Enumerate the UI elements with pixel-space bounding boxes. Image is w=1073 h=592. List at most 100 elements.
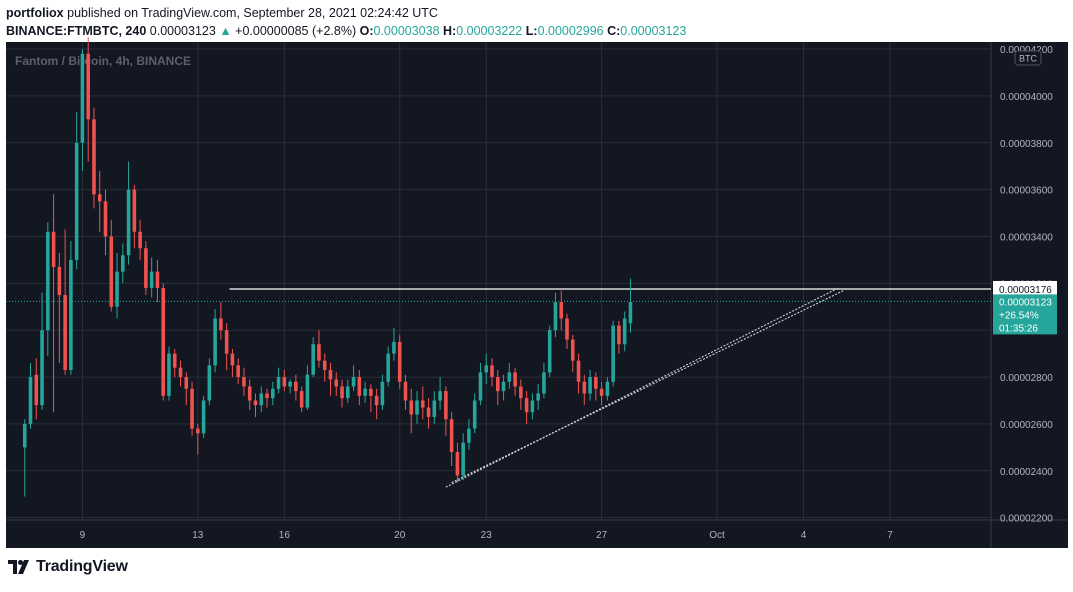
candle-body (190, 388, 194, 429)
candle (484, 353, 489, 385)
candle-body (155, 271, 160, 289)
candle (219, 302, 223, 340)
candle (599, 381, 604, 406)
candle-body (172, 353, 177, 368)
candle (594, 372, 598, 401)
candle (426, 398, 431, 429)
up-arrow-icon: ▲ (219, 24, 232, 38)
candle (628, 278, 633, 333)
candle-body (369, 388, 373, 396)
candle (472, 393, 477, 434)
candle (184, 372, 189, 406)
last-price-label: 0.00003123 (999, 297, 1052, 308)
candle (622, 311, 627, 352)
candle-body (559, 302, 564, 319)
candle-body (92, 119, 96, 195)
candle (317, 330, 321, 368)
candle (161, 283, 165, 401)
candle-body (605, 381, 610, 396)
candle (501, 374, 506, 401)
publisher-name[interactable]: portfoliox (6, 6, 64, 20)
candle-body (247, 386, 252, 401)
candle-body (322, 360, 327, 371)
candle (495, 370, 500, 406)
candle-body (501, 381, 506, 392)
candle (311, 337, 315, 378)
chart-title: Fantom / Bitcoin, 4h, BINANCE (15, 54, 191, 68)
candle-body (553, 302, 558, 331)
candle (201, 395, 206, 438)
candle (236, 358, 240, 385)
candle-body (472, 400, 477, 429)
candle (449, 412, 454, 467)
candle-body (167, 353, 171, 396)
close-label: C: (607, 24, 621, 38)
candle (357, 370, 362, 406)
candle-body (617, 325, 621, 345)
candle (565, 313, 569, 349)
candle-body (265, 393, 269, 399)
candle-body (461, 442, 465, 476)
candle-body (542, 372, 546, 394)
candle-body (380, 381, 385, 406)
candle (340, 379, 344, 408)
high-value: 0.00003222 (456, 24, 523, 38)
y-tick-label: 0.00002400 (1000, 467, 1053, 478)
tradingview-logo-icon (8, 560, 29, 574)
candle (155, 259, 160, 303)
candle-body (570, 339, 575, 361)
candle-body (576, 360, 581, 382)
candle (213, 309, 217, 373)
tradingview-logo[interactable]: TradingView (8, 558, 128, 576)
candle (259, 386, 264, 413)
candle-body (161, 288, 165, 396)
candle (74, 112, 79, 270)
candle (271, 381, 275, 406)
candle (276, 367, 281, 394)
candle-body (588, 377, 592, 394)
candle-body (599, 388, 604, 396)
candle (167, 346, 171, 401)
candle-body (259, 393, 264, 406)
candle (63, 229, 67, 375)
candle-body (628, 302, 633, 324)
x-tick-label: 20 (394, 530, 406, 541)
candle (588, 370, 592, 401)
candle-body (340, 386, 344, 399)
candle-body (409, 400, 414, 415)
candle-body (351, 377, 356, 387)
candle-body (305, 374, 310, 408)
close-value: 0.00003123 (620, 24, 687, 38)
candle (40, 292, 44, 410)
candle-body (299, 391, 304, 408)
candle (397, 334, 402, 389)
candle-body (103, 201, 108, 237)
candle (455, 442, 460, 483)
candle-body (242, 377, 246, 387)
candle-body (132, 189, 137, 232)
candle-body (276, 377, 281, 389)
currency-badge (1014, 50, 1042, 66)
candle (207, 358, 212, 406)
candle (328, 363, 333, 396)
candle-body (126, 189, 131, 256)
candle-body (144, 248, 148, 289)
candle (536, 384, 540, 410)
candle (115, 252, 119, 319)
candle-body (207, 365, 212, 401)
candle-body (57, 266, 62, 296)
chart-header: portfoliox published on TradingView.com,… (6, 4, 1066, 40)
candle (46, 222, 50, 356)
candle-body (196, 428, 200, 434)
candle (380, 374, 385, 410)
candle-body (80, 53, 85, 143)
candle (242, 367, 246, 396)
candle-body (467, 428, 471, 443)
candle (351, 365, 356, 392)
candle (409, 388, 414, 434)
low-label: L: (525, 24, 538, 38)
candle (288, 379, 292, 394)
candle (282, 370, 287, 392)
